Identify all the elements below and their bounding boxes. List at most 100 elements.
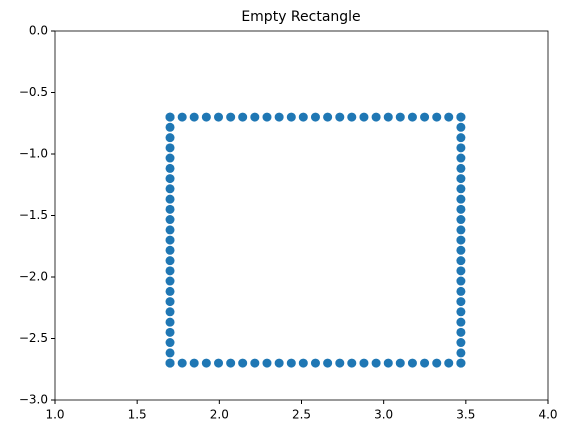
point	[347, 112, 357, 122]
x-tick-label: 1.5	[128, 408, 147, 422]
point	[420, 358, 430, 368]
point	[165, 256, 175, 266]
point	[456, 174, 466, 184]
point	[165, 184, 175, 194]
point	[456, 256, 466, 266]
point	[456, 358, 466, 368]
point	[165, 286, 175, 296]
point	[456, 266, 466, 276]
point	[456, 317, 466, 327]
point	[456, 245, 466, 255]
point	[310, 358, 320, 368]
point	[165, 327, 175, 337]
point	[165, 297, 175, 307]
point	[456, 133, 466, 143]
point	[407, 112, 417, 122]
point	[444, 112, 454, 122]
point	[177, 112, 187, 122]
y-tick-label: −0.5	[19, 85, 48, 99]
y-tick-label: −3.0	[19, 393, 48, 407]
point	[165, 266, 175, 276]
point	[177, 358, 187, 368]
point	[456, 276, 466, 286]
point	[335, 112, 345, 122]
point	[456, 327, 466, 337]
point	[201, 358, 211, 368]
y-tick-label: −1.5	[19, 208, 48, 222]
point	[456, 112, 466, 122]
point	[238, 112, 248, 122]
point	[214, 358, 224, 368]
point	[189, 358, 199, 368]
plot-frame	[54, 30, 549, 401]
point	[165, 225, 175, 235]
point	[456, 338, 466, 348]
point	[250, 358, 260, 368]
x-tick-label: 3.5	[456, 408, 475, 422]
point	[165, 174, 175, 184]
point	[165, 133, 175, 143]
point	[298, 358, 308, 368]
point	[383, 358, 393, 368]
point	[432, 112, 442, 122]
point	[456, 348, 466, 358]
point	[456, 286, 466, 296]
y-tick-label: 0.0	[29, 24, 48, 38]
point	[189, 112, 199, 122]
point	[165, 215, 175, 225]
x-tick-label: 4.0	[538, 408, 557, 422]
x-tick-label: 3.0	[374, 408, 393, 422]
point	[165, 338, 175, 348]
point	[165, 348, 175, 358]
point	[310, 112, 320, 122]
x-tick-label: 2.0	[210, 408, 229, 422]
point	[165, 317, 175, 327]
point	[165, 122, 175, 132]
point	[165, 153, 175, 163]
point	[347, 358, 357, 368]
point	[456, 225, 466, 235]
point	[323, 358, 333, 368]
point	[456, 235, 466, 245]
point	[165, 235, 175, 245]
point	[214, 112, 224, 122]
point	[165, 358, 175, 368]
point	[335, 358, 345, 368]
point	[250, 112, 260, 122]
point	[371, 112, 381, 122]
point	[262, 358, 272, 368]
point	[262, 112, 272, 122]
point	[407, 358, 417, 368]
point	[456, 153, 466, 163]
point	[395, 358, 405, 368]
point	[165, 112, 175, 122]
point	[226, 112, 236, 122]
y-tick-label: −2.5	[19, 331, 48, 345]
point	[432, 358, 442, 368]
y-tick-label: −1.0	[19, 147, 48, 161]
point	[165, 276, 175, 286]
point	[395, 112, 405, 122]
point	[286, 112, 296, 122]
point	[238, 358, 248, 368]
point	[286, 358, 296, 368]
point	[456, 163, 466, 173]
point	[165, 204, 175, 214]
point	[359, 112, 369, 122]
point	[456, 307, 466, 317]
point	[298, 112, 308, 122]
point	[456, 297, 466, 307]
point	[420, 112, 430, 122]
point	[274, 112, 284, 122]
point	[456, 204, 466, 214]
point	[456, 122, 466, 132]
chart-title: Empty Rectangle	[241, 9, 360, 25]
point	[371, 358, 381, 368]
point	[359, 358, 369, 368]
point	[456, 143, 466, 153]
point	[165, 245, 175, 255]
point	[456, 215, 466, 225]
point	[456, 184, 466, 194]
point	[165, 143, 175, 153]
